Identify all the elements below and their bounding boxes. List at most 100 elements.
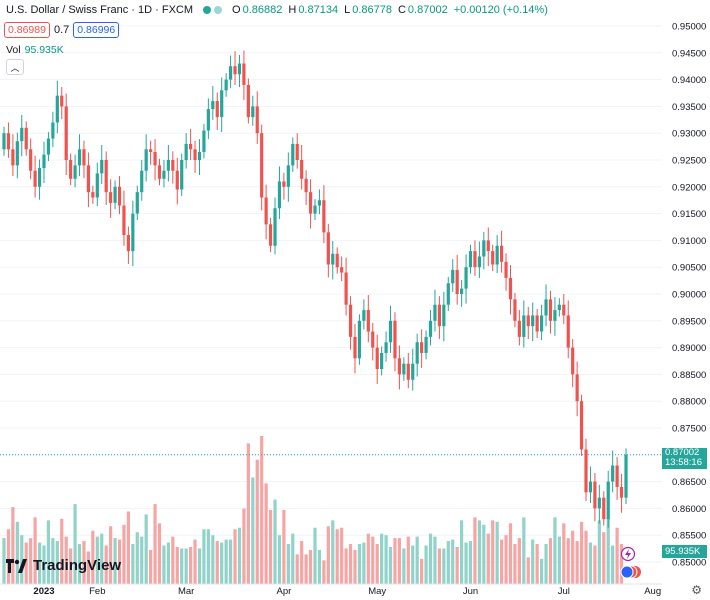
candle-body [73, 165, 77, 179]
candle-body [69, 160, 73, 179]
volume-bar [388, 547, 393, 584]
volume-bar [548, 538, 553, 584]
candle-body [109, 192, 113, 203]
volume-bar [606, 517, 610, 584]
ohlc-values: O 0.86882 H 0.87134 L 0.86778 C 0.87002 +0.0… [232, 4, 552, 16]
volume-bar [446, 541, 450, 584]
candle-body [344, 272, 348, 305]
volume-bar [86, 551, 91, 584]
candle-body [388, 320, 393, 343]
candle-body [295, 143, 299, 160]
volume-bar [144, 514, 148, 584]
volume-bar [442, 548, 446, 584]
volume-bar [117, 539, 122, 584]
candle-body [11, 149, 15, 166]
candle-body [37, 168, 42, 187]
candle-body [91, 192, 95, 198]
candle-body [51, 122, 55, 139]
candle-body [100, 160, 104, 174]
market-status[interactable] [203, 6, 223, 14]
candle-body [384, 342, 388, 353]
volume-bar [122, 524, 126, 584]
volume-bar [20, 535, 24, 584]
volume-bar [611, 545, 615, 584]
candle-body [251, 106, 255, 118]
volume-bar [428, 533, 433, 584]
volume-bar [375, 544, 379, 584]
candle-body [593, 481, 597, 509]
volume-bar [251, 477, 255, 584]
volume-bar [366, 533, 370, 584]
volume-bar [597, 520, 601, 584]
volume-bar [157, 523, 162, 584]
volume-bar [286, 544, 290, 584]
volume-bar [131, 544, 135, 584]
time-tick-label: Feb [89, 586, 105, 597]
candle-body [553, 310, 557, 321]
price-tick-label: 0.94000 [672, 75, 706, 86]
volume-bar [331, 520, 335, 584]
volume-bar [29, 538, 33, 584]
high-key: H [288, 4, 297, 16]
price-tick-label: 0.88500 [672, 370, 706, 381]
close-key: C [397, 4, 406, 16]
volume-bar [326, 526, 330, 584]
price-tick-label: 0.88000 [672, 397, 706, 408]
events-icons[interactable] [618, 545, 648, 585]
volume-bar [295, 554, 299, 584]
price-tick-label: 0.91000 [672, 236, 706, 247]
volume-bar [451, 539, 455, 584]
candle-body [140, 170, 144, 193]
candle-body [402, 363, 406, 375]
volume-bar [304, 554, 308, 584]
volume-value: 95.935K [24, 44, 64, 56]
candle-body [366, 310, 370, 332]
volume-bar [571, 530, 575, 584]
candle-body [477, 256, 481, 268]
volume-bar [393, 538, 397, 584]
volume-bar [206, 529, 210, 584]
buy-button[interactable]: 0.86996 [73, 22, 120, 38]
volume-bar [260, 436, 264, 584]
candle-body [482, 240, 486, 257]
volume-bar [340, 527, 344, 584]
volume-bar [291, 533, 295, 584]
volume-bar [64, 536, 68, 584]
volume-bar [197, 548, 202, 584]
volume-bar [224, 539, 228, 584]
candle-body [95, 173, 99, 198]
volume-bar [51, 538, 55, 584]
volume-bar [615, 527, 619, 584]
volume-bar [344, 548, 348, 584]
candle-body [29, 149, 33, 171]
price-tick-label: 0.93500 [672, 102, 706, 113]
candle-body [122, 205, 126, 236]
volume-bar [277, 535, 282, 584]
candle-body [175, 170, 179, 190]
candle-body [353, 336, 357, 359]
candle-body [322, 200, 326, 233]
open-value: 0.86882 [242, 4, 283, 16]
volume-bar [522, 517, 526, 584]
sell-button[interactable]: 0.86989 [4, 22, 50, 38]
candle-body [197, 151, 202, 160]
candle-body [131, 213, 135, 252]
symbol-title[interactable]: U.S. Dollar / Swiss Franc · 1D · FXCM [6, 4, 194, 16]
candle-body [597, 497, 601, 509]
candle-body [237, 63, 242, 75]
candle-body [113, 186, 117, 203]
candle-body [602, 497, 606, 520]
tradingview-logo[interactable]: TradingView [6, 557, 121, 574]
collapse-legend-button[interactable]: ︿ [6, 59, 24, 75]
candle-body [228, 66, 233, 80]
gear-icon[interactable]: ⚙ [691, 583, 702, 597]
candle-body [415, 342, 419, 364]
volume-bar [584, 530, 588, 584]
volume-bar [220, 542, 224, 584]
volume-bar [531, 539, 535, 584]
candle-body [144, 149, 148, 171]
high-value: 0.87134 [298, 4, 339, 16]
candle-body [397, 358, 402, 375]
volume-bar [317, 549, 322, 584]
